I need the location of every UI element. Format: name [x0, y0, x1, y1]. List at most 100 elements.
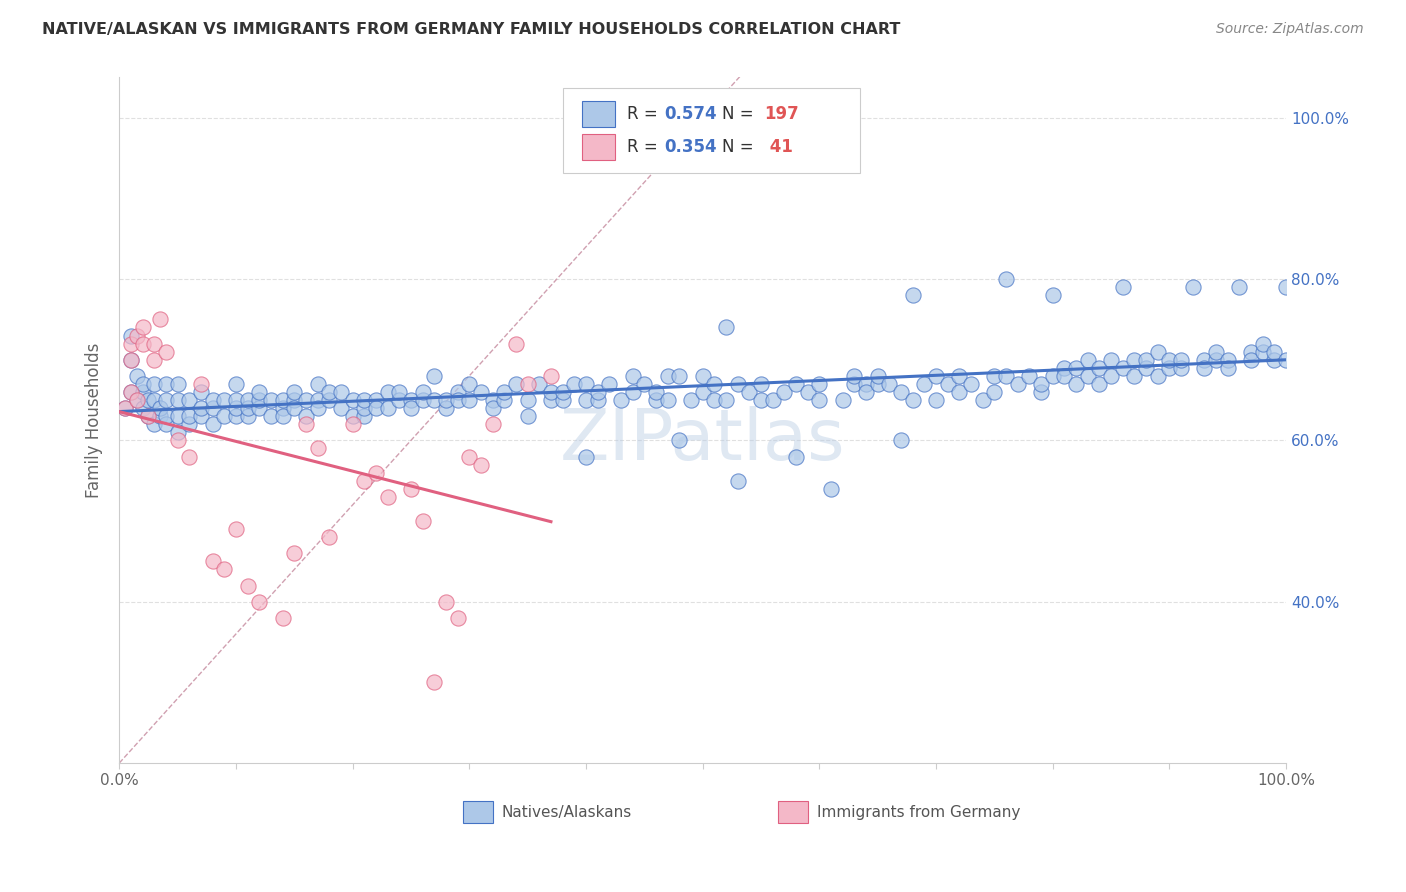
Point [225, 376, 247, 391]
Point [820, 482, 842, 496]
Point [1194, 360, 1216, 375]
Point [1088, 360, 1111, 375]
Point [621, 384, 644, 399]
Point [120, 384, 142, 399]
Point [1111, 360, 1133, 375]
Point [412, 393, 434, 408]
Point [131, 384, 153, 399]
Point [364, 401, 387, 416]
Point [1099, 352, 1122, 367]
Point [423, 675, 446, 690]
Point [575, 393, 598, 408]
Point [271, 393, 294, 408]
Point [143, 376, 166, 391]
Point [901, 288, 924, 302]
Point [318, 384, 340, 399]
Point [1181, 280, 1204, 294]
Point [749, 376, 772, 391]
Point [679, 393, 702, 408]
Point [423, 393, 446, 408]
Point [983, 384, 1005, 399]
Point [714, 320, 737, 334]
Text: 0.574: 0.574 [664, 105, 717, 123]
Point [960, 376, 983, 391]
Point [1007, 376, 1029, 391]
Point [201, 554, 224, 568]
Point [155, 344, 177, 359]
Point [434, 595, 457, 609]
Point [247, 595, 270, 609]
Point [446, 611, 468, 625]
Text: R =: R = [627, 105, 662, 123]
Point [785, 450, 807, 464]
Y-axis label: Family Households: Family Households [86, 343, 103, 498]
Point [190, 409, 212, 424]
Point [329, 401, 352, 416]
Point [412, 384, 434, 399]
FancyBboxPatch shape [582, 102, 614, 128]
Point [236, 401, 259, 416]
Point [692, 368, 714, 383]
Point [1146, 344, 1168, 359]
Point [114, 401, 136, 416]
Point [342, 409, 364, 424]
Point [844, 376, 866, 391]
Point [1159, 352, 1181, 367]
Point [125, 328, 148, 343]
Point [1205, 352, 1227, 367]
Point [1123, 368, 1146, 383]
Point [353, 409, 375, 424]
Point [364, 466, 387, 480]
Point [1077, 368, 1099, 383]
Point [575, 450, 598, 464]
Point [214, 409, 236, 424]
Point [1159, 360, 1181, 375]
Point [808, 376, 831, 391]
Text: Immigrants from Germany: Immigrants from Germany [817, 805, 1021, 820]
Point [551, 393, 574, 408]
Point [470, 384, 492, 399]
Point [1170, 352, 1192, 367]
Point [668, 368, 690, 383]
Point [329, 384, 352, 399]
Point [295, 409, 318, 424]
Point [247, 393, 270, 408]
Point [166, 409, 188, 424]
Point [948, 384, 970, 399]
Point [377, 401, 399, 416]
Text: ZIPatlas: ZIPatlas [560, 407, 845, 475]
Point [342, 417, 364, 432]
Point [645, 393, 668, 408]
Point [271, 401, 294, 416]
Point [458, 393, 481, 408]
Point [179, 450, 201, 464]
Point [236, 578, 259, 592]
Point [307, 376, 329, 391]
Point [307, 442, 329, 456]
Point [190, 384, 212, 399]
Point [260, 409, 283, 424]
Point [866, 376, 889, 391]
Text: 41: 41 [765, 138, 793, 156]
Point [773, 384, 796, 399]
Point [1064, 376, 1087, 391]
Point [399, 401, 422, 416]
Point [179, 393, 201, 408]
Point [762, 393, 785, 408]
Point [1042, 288, 1064, 302]
Point [668, 434, 690, 448]
Point [307, 401, 329, 416]
Point [1251, 344, 1274, 359]
Point [295, 417, 318, 432]
Point [283, 546, 305, 560]
Point [131, 320, 153, 334]
Point [598, 376, 620, 391]
Point [318, 530, 340, 544]
Point [125, 393, 148, 408]
Point [295, 393, 318, 408]
Point [1029, 376, 1052, 391]
Point [1251, 336, 1274, 351]
Point [423, 368, 446, 383]
Point [505, 376, 527, 391]
Point [364, 393, 387, 408]
